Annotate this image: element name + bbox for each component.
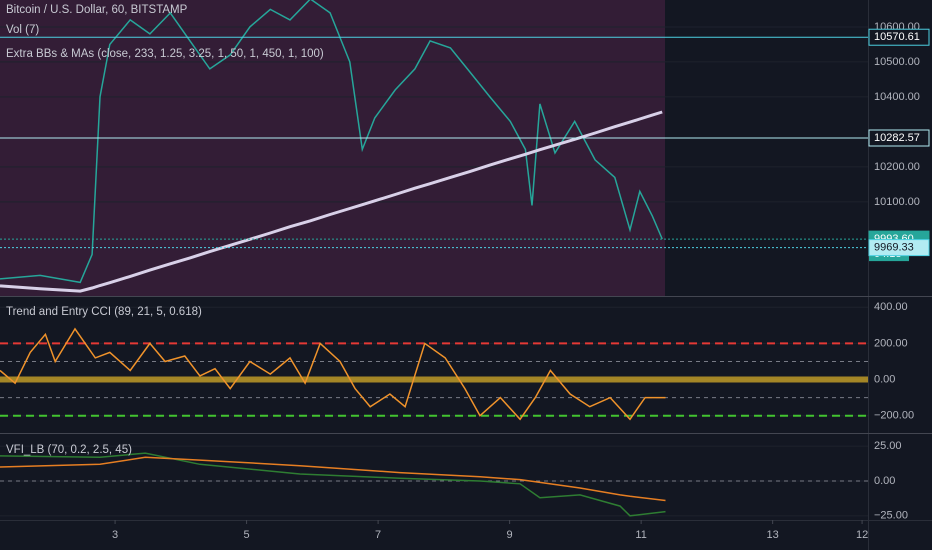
y-tick-label: −25.00 [874,510,908,522]
pane-separator [0,433,932,434]
y-tick-label: 10200.00 [874,161,920,173]
series-line [0,452,666,517]
x-tick-label: 12 [856,529,868,541]
y-tick-label: 25.00 [874,440,902,452]
y-tick-label: 200.00 [874,337,908,349]
indicator-title: Vol (7) [6,24,39,36]
series-line [0,0,663,284]
plot-area [0,0,868,293]
pane-separator [0,296,932,297]
x-tick-label: 3 [112,529,118,541]
y-tick-label: 10400.00 [874,91,920,103]
price-label: 9969.33 [874,242,914,254]
indicator-title: Extra BBs & MAs (close, 233, 1.25, 3.25,… [6,48,324,60]
x-tick-label: 13 [767,529,779,541]
price-label: 10282.57 [874,132,920,144]
x-tick-label: 9 [507,529,513,541]
y-tick-label: 400.00 [874,301,908,313]
price-label: 10570.61 [874,31,920,43]
plot-area [0,445,868,517]
series-line [0,110,663,293]
indicator-title: VFI_LB (70, 0.2, 2.5, 45) [6,444,132,456]
y-tick-label: 10100.00 [874,196,920,208]
x-tick-label: 11 [635,529,646,541]
chart-title: Bitcoin / U.S. Dollar, 60, BITSTAMP [6,4,188,16]
axis-border [868,0,869,550]
series-line [0,456,666,502]
y-tick-label: −200.00 [874,410,914,422]
x-tick-label: 5 [244,529,250,541]
indicator-title: Trend and Entry CCI (89, 21, 5, 0.618) [6,306,202,318]
price-label-box [868,129,930,147]
y-tick-label: 0.00 [874,373,895,385]
y-tick-label: 10500.00 [874,56,920,68]
series-line [0,327,666,421]
band-shade [0,0,665,296]
y-tick-label: 0.00 [874,475,895,487]
price-label-box [868,239,930,257]
time-axis-border [0,520,932,521]
plot-area [0,306,868,421]
price-label-box [868,28,930,46]
x-tick-label: 7 [375,529,381,541]
